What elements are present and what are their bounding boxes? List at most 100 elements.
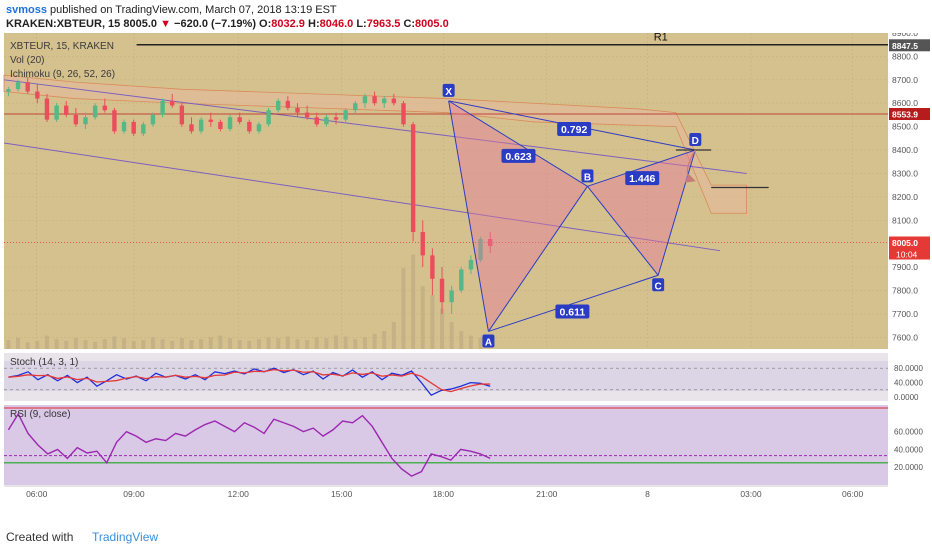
harmonic-point-box (442, 83, 455, 97)
stoch-legend: Stoch (14, 3, 1) (10, 357, 78, 368)
candle (420, 231, 425, 256)
harmonic-point-a: A (485, 337, 492, 348)
candle (54, 105, 59, 120)
volume-bar (256, 339, 261, 349)
volume-bar (285, 336, 290, 349)
candle (410, 124, 416, 232)
volume-bar (54, 339, 59, 349)
vol-legend: Vol (20) (10, 55, 44, 66)
volume-bar (324, 338, 329, 349)
candle (276, 100, 281, 111)
candle (401, 103, 406, 125)
ratio-label: 0.611 (560, 307, 586, 319)
ratio-box (557, 121, 592, 136)
x-tick-label: 15:00 (331, 489, 353, 499)
y-tick-label: 8900.0 (892, 33, 918, 38)
volume-bar (228, 338, 233, 349)
harmonic-leg (448, 100, 588, 187)
axes: 8900.0 8800.0 8700.0 8600.0 8500.0 8400.0 8300… (4, 33, 932, 523)
candle (478, 238, 483, 261)
volume-bar (25, 342, 30, 349)
rsi-legend: RSI (9, close) (10, 409, 71, 420)
ichimoku-legend: Ichimoku (9, 26, 52, 26) (10, 69, 115, 80)
x-tick-label: 8 (645, 489, 650, 499)
stoch-tick: 40.0000 (894, 379, 923, 388)
volume-bar (247, 340, 252, 349)
ratio-box (555, 304, 590, 319)
time-left-label: 10:04 (896, 249, 918, 259)
symbol-legend: XBTEUR, 15, KRAKEN (10, 41, 114, 52)
open-value: 8032.9 (271, 18, 305, 30)
y-tick-label: 8100.0 (892, 215, 918, 225)
price-tag-label: 8847.5 (892, 41, 918, 51)
volume-bar (372, 333, 377, 349)
candle (198, 119, 204, 132)
candle (6, 89, 11, 92)
volume-bar (44, 335, 49, 349)
volume-bar (343, 336, 348, 349)
candle (430, 255, 435, 279)
candle (150, 114, 156, 125)
candle (304, 112, 310, 118)
tradingview-logo[interactable]: TradingView (92, 530, 159, 544)
candle (227, 117, 233, 129)
volume-bar (179, 338, 184, 349)
y-tick-label: 7800.0 (892, 285, 918, 295)
last-price: 8005.0 (123, 18, 158, 30)
candle (449, 290, 454, 303)
author-name[interactable]: svmoss (6, 4, 47, 16)
x-tick-label: 18:00 (433, 489, 455, 499)
candle (208, 119, 213, 122)
ohlc-line: KRAKEN:XBTEUR, 15 8005.0 ▼ −620.0 (−7.19… (6, 18, 449, 30)
ratio-box (501, 148, 536, 163)
footer: Created with TradingView (0, 522, 932, 550)
harmonic-point-box (482, 334, 495, 348)
candle (488, 238, 493, 247)
candle (25, 82, 30, 92)
stoch-tick: 80.0000 (894, 364, 923, 373)
candle (44, 98, 50, 120)
volume-bar (131, 340, 136, 349)
volume-bar (150, 337, 155, 349)
volume-bar (208, 337, 213, 349)
candle (189, 124, 194, 132)
candle (362, 96, 368, 104)
candle (372, 96, 377, 104)
candle (314, 117, 319, 125)
candle (121, 121, 127, 132)
rsi-tick: 60.0000 (894, 428, 923, 437)
pane-labels: XBTEUR, 15, KRAKEN Vol (20) Ichimoku (9,… (10, 41, 115, 420)
projection-arrow (685, 149, 696, 183)
time-left-tag (889, 248, 930, 260)
candle (73, 114, 79, 125)
volume-bar (305, 340, 310, 349)
candle (285, 100, 291, 108)
rsi-pane[interactable] (4, 405, 888, 485)
candle (343, 110, 348, 120)
harmonic-leg (657, 149, 696, 276)
ratio-box (625, 171, 660, 186)
volume-bar (141, 340, 146, 349)
volume-bar (382, 331, 387, 349)
candle (266, 110, 271, 125)
chart-canvas[interactable]: R1 X A B C D 0.792 0.623 1.446 0.611 8900.0 8800.0… (0, 33, 932, 523)
x-tick-label: 12:00 (228, 489, 250, 499)
ratio-label: 0.623 (505, 151, 531, 163)
candle (459, 269, 464, 291)
volume-bar (391, 322, 396, 349)
candle (391, 98, 397, 104)
publish-info: published on TradingView.com, March 07, … (50, 4, 337, 16)
price-change: −620.0 (−7.19%) (174, 18, 256, 30)
y-tick-label: 8500.0 (892, 122, 918, 132)
ratio-label: 0.792 (561, 124, 587, 136)
volume-bar (353, 339, 358, 349)
volume-bar (64, 340, 69, 349)
harmonic-leg (587, 186, 659, 276)
harmonic-point-b: B (584, 172, 591, 183)
volume-bar (122, 338, 127, 349)
harmonic-point-box (652, 278, 665, 292)
stoch-pane[interactable] (4, 353, 888, 401)
candle (256, 124, 262, 132)
price-pane[interactable]: R1 X A B C D 0.792 0.623 1.446 0.611 (3, 33, 888, 485)
volume-bar (199, 339, 204, 349)
